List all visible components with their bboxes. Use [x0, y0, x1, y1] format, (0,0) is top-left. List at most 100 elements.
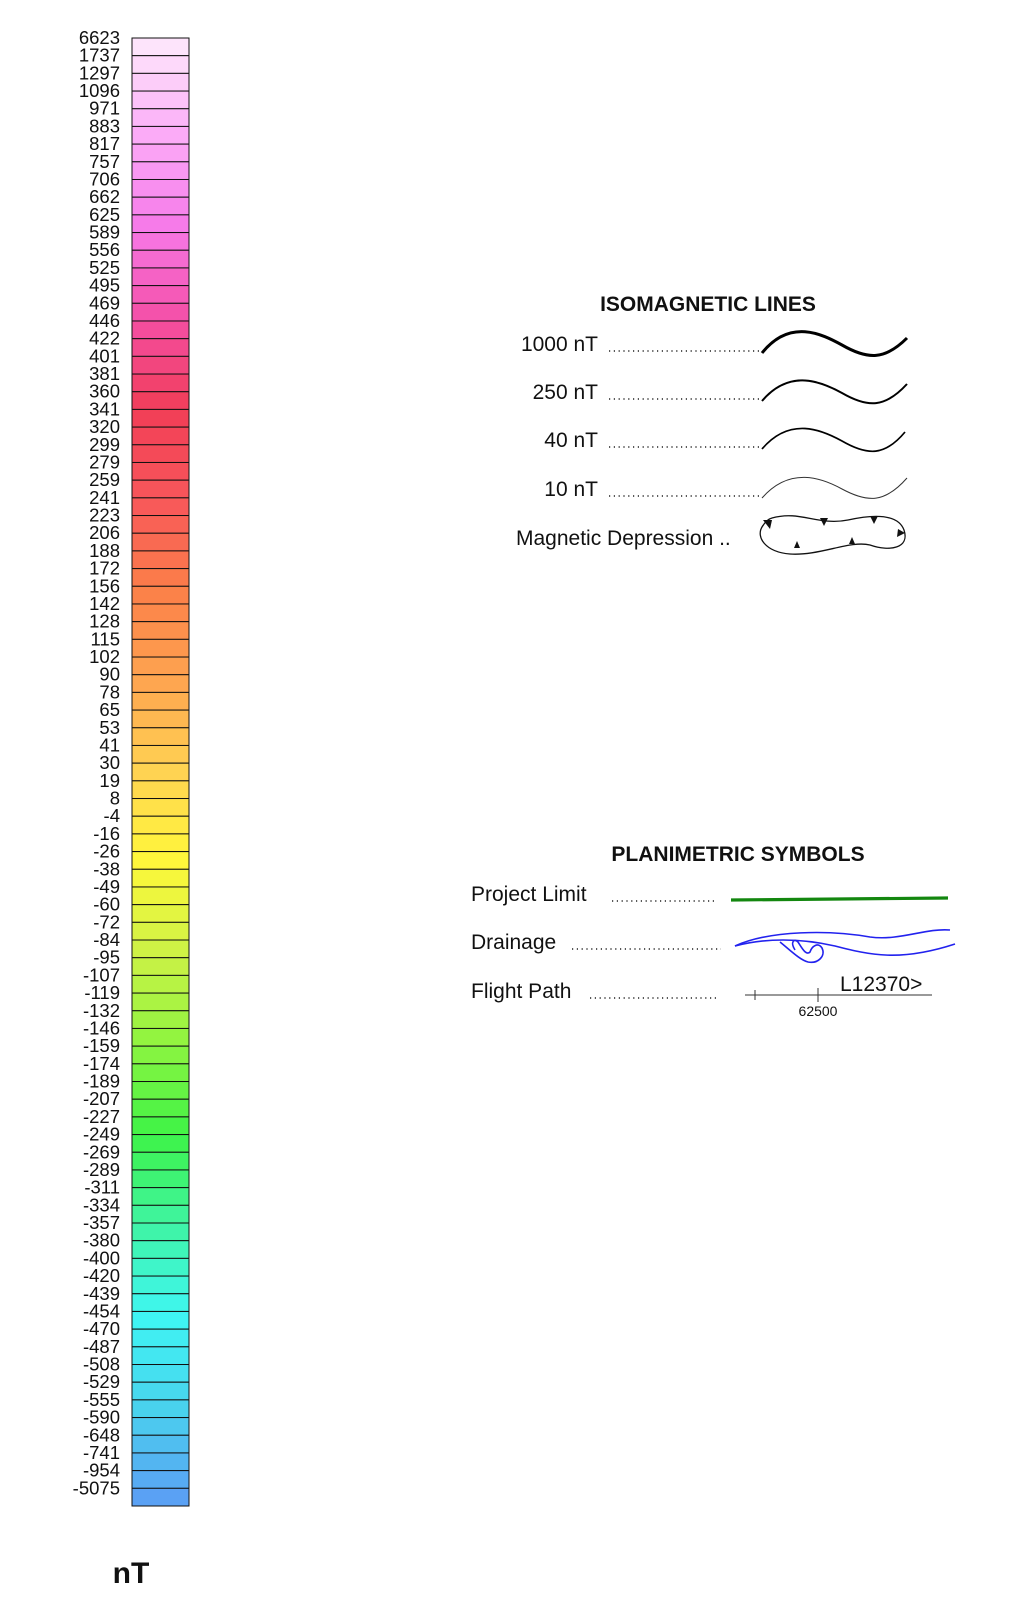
drainage-label: Drainage — [471, 931, 556, 954]
scale-tick-label: 757 — [89, 151, 120, 172]
color-swatch — [131, 1081, 190, 1100]
color-swatch — [131, 1134, 190, 1153]
scale-tick-label: 241 — [89, 487, 120, 508]
scale-tick-label: 662 — [89, 186, 120, 207]
color-swatch — [131, 285, 190, 304]
color-swatch — [131, 780, 190, 800]
scale-tick-label: -146 — [83, 1017, 120, 1038]
color-swatch — [131, 532, 190, 552]
scale-tick-label: 320 — [89, 416, 120, 437]
color-swatch — [131, 974, 190, 994]
color-swatch — [131, 1010, 190, 1029]
color-swatch — [131, 1328, 190, 1348]
color-swatch — [131, 603, 190, 623]
depression-tick-1 — [763, 520, 772, 529]
scale-tick-label: 128 — [89, 611, 120, 632]
color-swatch — [131, 1346, 190, 1366]
scale-tick-label: 341 — [89, 398, 120, 419]
scale-tick-label: 556 — [89, 239, 120, 260]
color-swatch — [131, 886, 190, 906]
scale-tick-label: -555 — [83, 1389, 120, 1410]
scale-tick-label: 1297 — [79, 62, 120, 83]
color-swatch — [131, 1222, 190, 1242]
scale-tick-label: 259 — [89, 469, 120, 490]
color-swatch — [131, 1381, 190, 1401]
color-swatch — [131, 338, 190, 357]
flight-path-label: Flight Path — [471, 980, 571, 1003]
color-swatch — [131, 196, 190, 216]
color-swatch — [131, 656, 190, 676]
scale-tick-label: 41 — [99, 734, 120, 755]
color-scale: 6623173712971096971883817757706662625589… — [73, 27, 190, 1507]
color-swatch — [131, 214, 190, 234]
scale-tick-label: 360 — [89, 381, 120, 402]
scale-tick-label: -508 — [83, 1354, 120, 1375]
color-swatch — [131, 125, 190, 145]
color-swatch — [131, 727, 190, 746]
color-swatch — [131, 178, 190, 198]
project-limit-symbol — [730, 896, 949, 902]
drainage-symbol — [734, 929, 956, 964]
color-swatch — [131, 1169, 190, 1189]
isoline-10-symbol — [761, 476, 908, 499]
color-swatch — [131, 851, 190, 870]
scale-tick-label: -311 — [84, 1177, 120, 1198]
depression-tick-6 — [849, 537, 855, 544]
scale-tick-label: -174 — [83, 1053, 120, 1074]
scale-tick-label: 625 — [89, 204, 120, 225]
color-swatch — [131, 638, 190, 658]
flight-line-id: L12370> — [840, 973, 922, 996]
color-swatch — [131, 1045, 190, 1065]
color-swatch — [131, 55, 190, 74]
flight-fiducial-label: 62500 — [799, 1003, 838, 1019]
scale-tick-label: -470 — [83, 1318, 120, 1339]
isoline-10-label: 10 nT — [544, 478, 598, 501]
isomagnetic-lines-legend: ISOMAGNETIC LINES 1000 nT 250 nT 40 nT 1… — [516, 293, 909, 555]
color-swatch — [131, 762, 190, 782]
depression-tick-4 — [897, 529, 905, 537]
isoline-40-label: 40 nT — [544, 429, 598, 452]
scale-tick-label: -107 — [83, 964, 120, 985]
color-swatch — [131, 37, 190, 57]
planimetric-symbols-legend: PLANIMETRIC SYMBOLS Project Limit Draina… — [471, 843, 956, 1019]
magnetic-depression-label: Magnetic Depression .. — [516, 527, 731, 550]
scale-tick-label: 589 — [89, 222, 120, 243]
scale-tick-label: 401 — [89, 345, 120, 366]
depression-tick-5 — [794, 541, 800, 548]
color-swatch — [131, 1399, 190, 1419]
scale-tick-label: 495 — [89, 275, 120, 296]
depression-tick-3 — [870, 516, 878, 524]
color-swatch — [131, 1240, 190, 1259]
color-swatch — [131, 585, 190, 605]
scale-tick-label: -38 — [93, 858, 120, 879]
isoline-250-label: 250 nT — [533, 381, 599, 404]
color-swatch — [131, 1487, 190, 1507]
scale-tick-label: -227 — [83, 1106, 120, 1127]
scale-tick-label: -189 — [83, 1071, 120, 1092]
scale-tick-label: -249 — [83, 1124, 120, 1145]
scale-tick-label: -420 — [83, 1265, 120, 1286]
scale-tick-label: 6623 — [79, 27, 120, 48]
isoline-1000-label: 1000 nT — [521, 333, 598, 356]
scale-tick-label: 817 — [89, 133, 120, 154]
scale-tick-label: -529 — [83, 1371, 120, 1392]
scale-tick-label: 1737 — [79, 45, 120, 66]
scale-tick-label: 65 — [99, 699, 120, 720]
scale-tick-label: 525 — [89, 257, 120, 278]
color-swatch — [131, 320, 190, 340]
color-swatch — [131, 833, 190, 853]
scale-tick-label: -454 — [83, 1300, 120, 1321]
scale-tick-label: -487 — [83, 1336, 120, 1357]
scale-tick-label: 706 — [89, 168, 120, 189]
color-swatch — [131, 621, 190, 640]
scale-tick-label: 279 — [89, 451, 120, 472]
color-swatch — [131, 1452, 190, 1472]
color-swatch — [131, 1310, 190, 1330]
scale-tick-label: -95 — [93, 947, 120, 968]
scale-tick-label: 8 — [110, 788, 120, 809]
scale-tick-label: -590 — [83, 1407, 120, 1428]
color-swatch — [131, 161, 190, 180]
scale-tick-label: 156 — [89, 575, 120, 596]
magnetic-depression-symbol — [759, 515, 906, 555]
